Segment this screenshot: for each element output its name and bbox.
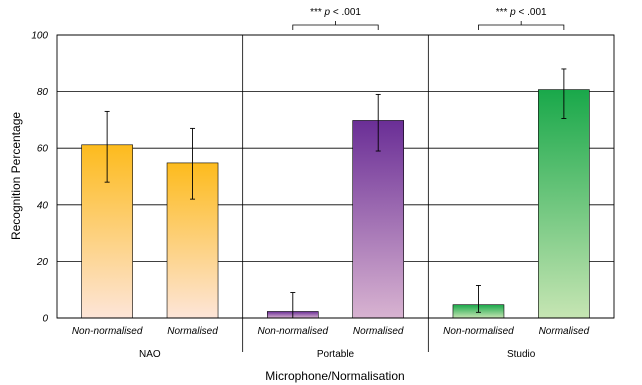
y-axis-title: Recognition Percentage	[9, 112, 23, 240]
x-axis-title: Microphone/Normalisation	[265, 369, 404, 383]
significance-bracket	[478, 24, 565, 30]
category-label: Non-normalised	[257, 326, 328, 337]
gridlines	[57, 34, 614, 262]
group-label: Studio	[507, 349, 536, 360]
y-tick-label: 80	[37, 87, 49, 98]
category-label: Normalised	[353, 326, 404, 337]
significance-label: *** p < .001	[310, 7, 361, 18]
category-label: Normalised	[539, 326, 590, 337]
bar-studio-normalised	[538, 89, 590, 319]
category-label: Normalised	[167, 326, 218, 337]
significance-bracket	[292, 24, 379, 30]
y-tick-label: 100	[31, 31, 48, 42]
bar-portable-normalised	[352, 120, 405, 319]
y-tick-label: 0	[42, 314, 48, 325]
significance-label: *** p < .001	[496, 7, 547, 18]
axes: 0 20 40 60 80 100 Non-normalised Normalised NAO N…	[31, 7, 615, 360]
bars	[81, 68, 590, 319]
y-tick-label: 40	[37, 200, 49, 211]
y-tick-label: 60	[37, 144, 49, 155]
plot-frame	[56, 34, 615, 319]
category-label: Non-normalised	[443, 326, 514, 337]
group-label: NAO	[139, 349, 161, 360]
group-label: Portable	[317, 349, 355, 360]
y-tick-label: 20	[36, 257, 49, 268]
category-label: Non-normalised	[72, 326, 143, 337]
